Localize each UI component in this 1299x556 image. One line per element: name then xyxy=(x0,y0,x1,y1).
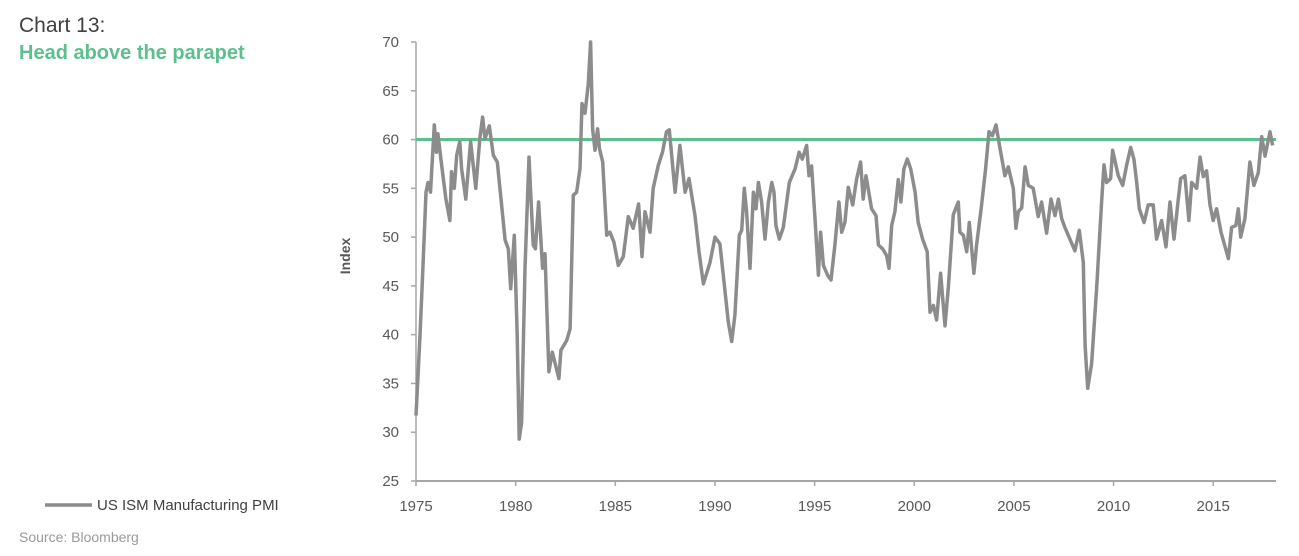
y-tick-label: 55 xyxy=(382,180,399,197)
y-tick-label: 45 xyxy=(382,278,399,295)
y-tick-label: 35 xyxy=(382,375,399,392)
series-line-us-ism-pmi xyxy=(414,40,1275,441)
x-tick-label: 1975 xyxy=(399,498,432,515)
x-tick-label: 2010 xyxy=(1097,498,1130,515)
y-tick-label: 40 xyxy=(382,327,399,344)
x-tick-label: 1980 xyxy=(499,498,532,515)
y-tick-label: 65 xyxy=(382,83,399,100)
y-tick-label: 25 xyxy=(382,473,399,490)
y-tick-label: 70 xyxy=(382,34,399,51)
x-tick-label: 1985 xyxy=(599,498,632,515)
source-note: Source: Bloomberg xyxy=(19,529,139,545)
x-tick-label: 2005 xyxy=(997,498,1030,515)
x-tick-label: 1995 xyxy=(798,498,831,515)
legend: US ISM Manufacturing PMI xyxy=(45,497,279,514)
y-tick-label: 50 xyxy=(382,229,399,246)
y-tick-label: 60 xyxy=(382,132,399,149)
axes: 25 30 35 40 45 50 55 60 65 70 1975 1980 1985 1990 1995… xyxy=(382,34,1276,515)
x-tick-label: 1990 xyxy=(698,498,731,515)
y-tick-label: 30 xyxy=(382,424,399,441)
x-tick-label: 2000 xyxy=(898,498,931,515)
x-tick-label: 2015 xyxy=(1197,498,1230,515)
chart-title: Head above the parapet xyxy=(19,42,245,64)
legend-label: US ISM Manufacturing PMI xyxy=(97,497,279,514)
chart-number: Chart 13: xyxy=(19,14,106,37)
y-axis-label: Index xyxy=(337,238,353,275)
